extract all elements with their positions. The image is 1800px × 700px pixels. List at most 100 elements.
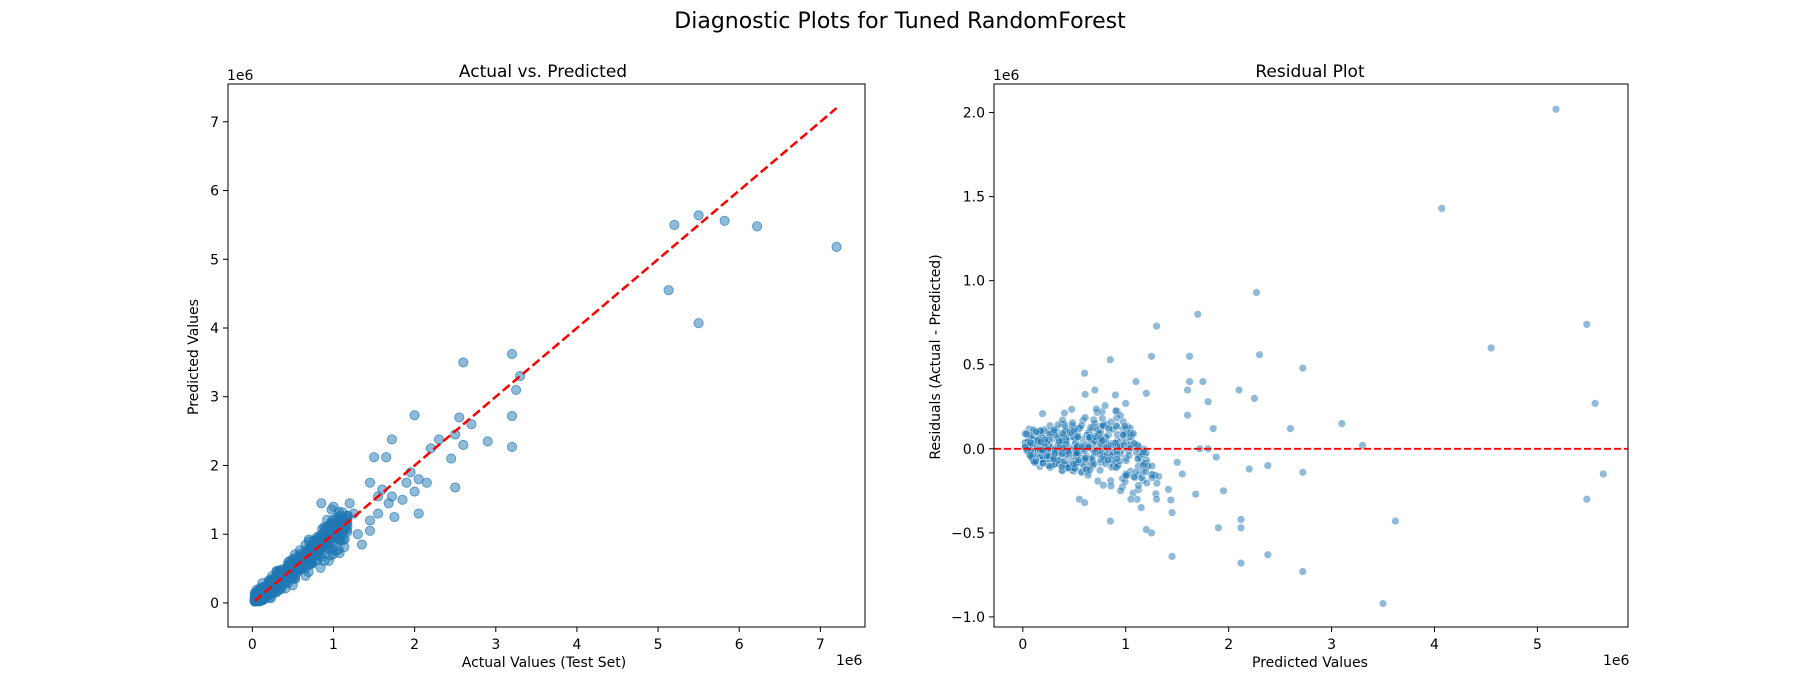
scatter-point — [1137, 503, 1146, 512]
scatter-point — [254, 586, 265, 597]
scatter-point — [1106, 355, 1115, 364]
scatter-point — [1119, 440, 1129, 449]
scatter-point — [316, 530, 327, 541]
scatter-point — [1168, 552, 1177, 561]
x-tick-label: 0 — [248, 637, 257, 653]
scatter-point — [1073, 448, 1082, 457]
scatter-point — [1391, 517, 1400, 526]
x-tick-label: 0 — [1018, 637, 1027, 653]
scatter-point — [1582, 320, 1591, 329]
scatter-point — [334, 548, 345, 559]
x-tick-label: 2 — [410, 637, 419, 653]
scatter-point — [1358, 441, 1367, 450]
scatter-point — [1298, 567, 1307, 576]
scatter-point — [1582, 495, 1591, 504]
scatter-point — [1142, 389, 1151, 398]
scatter-point — [1142, 525, 1151, 534]
scatter-point — [1133, 455, 1142, 464]
scatter-point — [409, 486, 420, 497]
scatter-point — [1152, 479, 1161, 488]
scatter-point — [1298, 468, 1307, 477]
scatter-point — [1134, 481, 1143, 490]
scatter-point — [450, 482, 461, 493]
y-tick-label: 4 — [210, 321, 219, 337]
scatter-point — [831, 241, 842, 252]
scatter-point — [1067, 405, 1076, 414]
scatter-point — [1236, 515, 1246, 524]
scatter-point — [1068, 418, 1077, 427]
y-tick-label: 3 — [210, 390, 219, 406]
scatter-point — [1130, 439, 1139, 448]
scatter-point — [1183, 411, 1192, 420]
right-axes-frame — [993, 83, 1629, 628]
right-y-offset-label: 1e6 — [993, 68, 1020, 84]
scatter-point — [1129, 429, 1138, 438]
scatter-point — [1255, 350, 1264, 359]
scatter-point — [1058, 429, 1067, 438]
x-tick-label: 3 — [491, 637, 500, 653]
y-tick-label: 1 — [210, 527, 219, 543]
scatter-point — [1298, 364, 1307, 373]
scatter-point — [458, 439, 469, 450]
scatter-point — [506, 441, 518, 452]
x-tick-label: 1 — [329, 637, 338, 653]
scatter-point — [1092, 404, 1101, 414]
scatter-point — [1037, 445, 1046, 454]
scatter-point — [1080, 498, 1089, 507]
scatter-point — [1106, 481, 1116, 491]
scatter-point — [1073, 432, 1082, 441]
scatter-point — [454, 412, 465, 423]
right-chart-title: Residual Plot — [1255, 62, 1365, 82]
figure-suptitle: Diagnostic Plots for Tuned RandomForest — [674, 9, 1126, 34]
scatter-point — [1185, 377, 1194, 386]
y-tick-label: 2 — [210, 458, 219, 474]
x-tick-label: 4 — [572, 637, 581, 653]
scatter-point — [1378, 599, 1388, 608]
scatter-point — [1026, 451, 1035, 460]
x-tick-label: 3 — [1327, 637, 1336, 653]
scatter-point — [1191, 490, 1200, 499]
scatter-point — [511, 384, 522, 395]
scatter-point — [1126, 495, 1135, 504]
scatter-point — [1250, 394, 1259, 403]
left-x-offset-label: 1e6 — [836, 653, 863, 669]
scatter-point — [1074, 455, 1083, 464]
scatter-point — [1164, 485, 1173, 494]
scatter-point — [1021, 443, 1030, 452]
scatter-point — [334, 510, 345, 521]
right-ticks: 0 1 2 3 4 5 −1.0 −0.5 0.0 0.5 1.0 1.5 2.0 — [951, 106, 1542, 653]
scatter-point — [328, 501, 339, 512]
y-tick-label: 0.0 — [963, 442, 985, 458]
scatter-point — [1185, 352, 1194, 361]
scatter-point — [1036, 437, 1045, 446]
scatter-point — [1124, 451, 1134, 460]
scatter-point — [352, 529, 363, 540]
residual-plot-panel: Residual Plot Predicted Values Residuals… — [928, 62, 1630, 671]
scatter-point — [381, 452, 392, 463]
scatter-point — [1112, 454, 1121, 463]
scatter-point — [1090, 385, 1099, 395]
right-y-axis-label: Residuals (Actual - Predicted) — [928, 254, 944, 459]
scatter-point — [323, 555, 334, 566]
scatter-point — [446, 453, 457, 464]
scatter-point — [1101, 401, 1110, 410]
scatter-point — [663, 285, 674, 296]
scatter-point — [752, 221, 763, 232]
scatter-point — [1111, 390, 1120, 400]
left-identity-line — [253, 107, 838, 602]
scatter-point — [1245, 464, 1254, 474]
scatter-point — [1096, 466, 1105, 475]
scatter-point — [344, 498, 355, 509]
scatter-point — [1178, 469, 1187, 479]
scatter-point — [1198, 377, 1207, 386]
scatter-point — [356, 539, 367, 550]
scatter-point — [1058, 416, 1067, 425]
y-tick-label: 0 — [210, 596, 219, 612]
scatter-point — [1106, 517, 1115, 526]
scatter-point — [1551, 105, 1561, 114]
scatter-point — [386, 434, 397, 445]
scatter-point — [1085, 465, 1094, 474]
scatter-point — [1090, 418, 1099, 428]
scatter-point — [383, 498, 394, 509]
scatter-point — [669, 219, 680, 230]
